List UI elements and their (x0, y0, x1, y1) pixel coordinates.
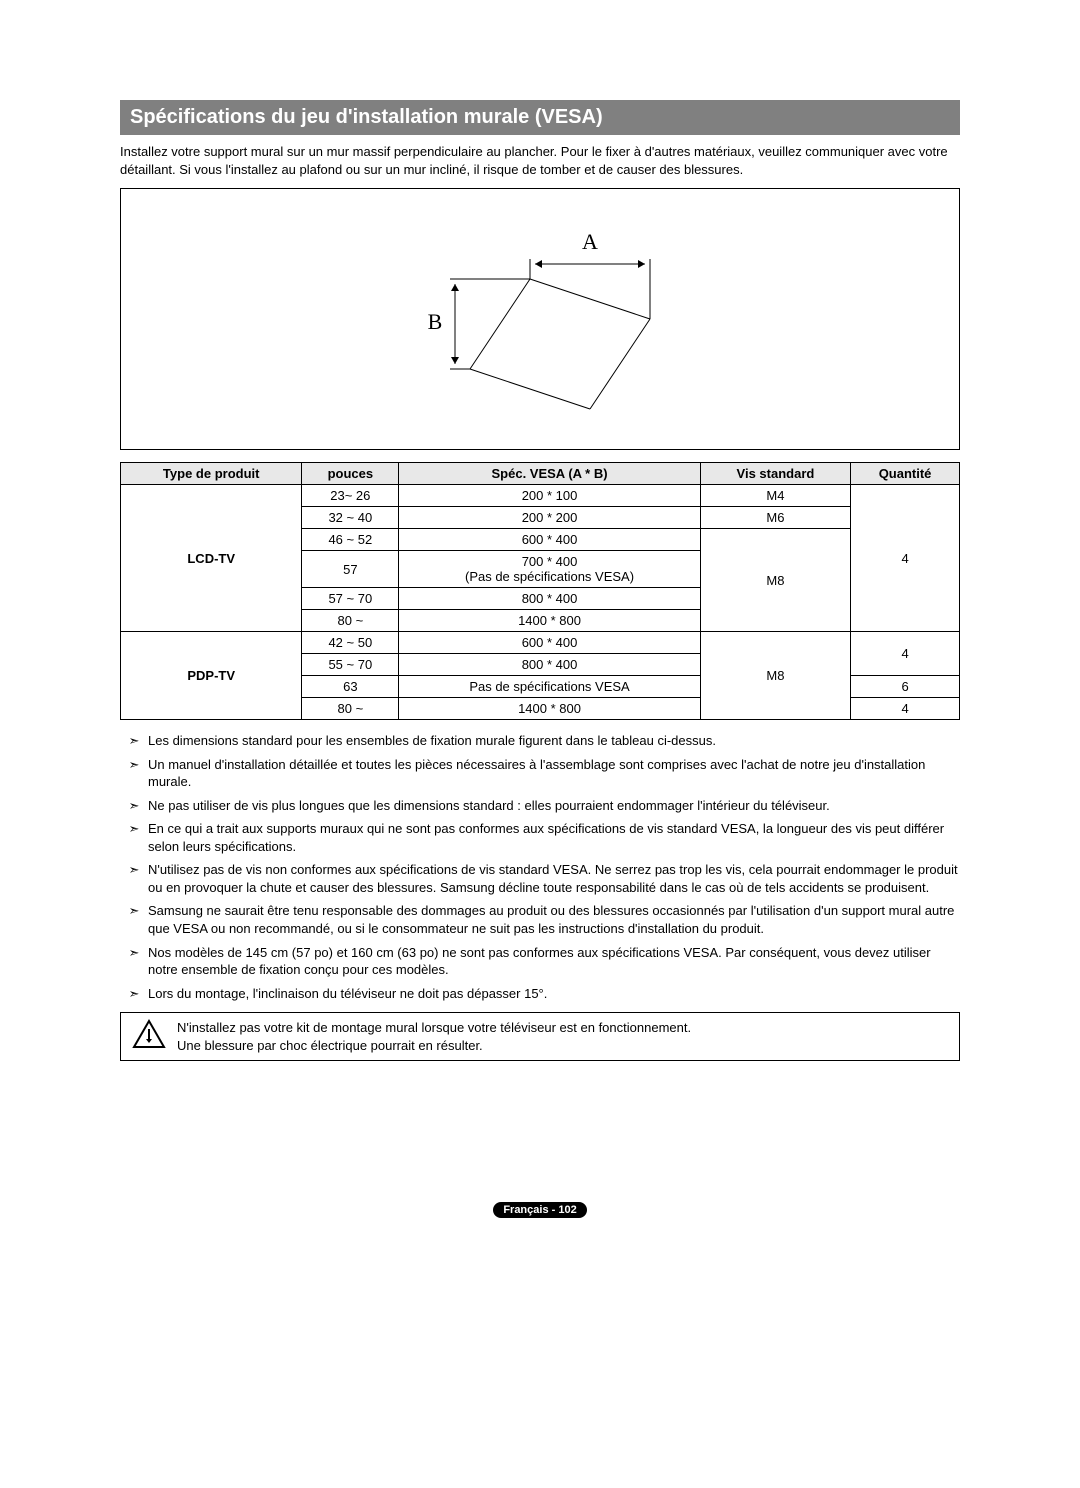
note-arrow-icon: ➣ (120, 985, 148, 1003)
diagram-label-a: A (582, 229, 598, 254)
inches-cell: 42 ~ 50 (302, 632, 399, 654)
note-item: ➣N'utilisez pas de vis non conformes aux… (120, 861, 960, 896)
inches-cell: 57 (302, 551, 399, 588)
inches-cell: 46 ~ 52 (302, 529, 399, 551)
th-product: Type de produit (121, 463, 302, 485)
note-text: Un manuel d'installation détaillée et to… (148, 756, 960, 791)
note-arrow-icon: ➣ (120, 944, 148, 979)
note-arrow-icon: ➣ (120, 820, 148, 855)
note-item: ➣Samsung ne saurait être tenu responsabl… (120, 902, 960, 937)
th-screw: Vis standard (700, 463, 850, 485)
warning-line2: Une blessure par choc électrique pourrai… (177, 1037, 691, 1055)
warning-box: N'installez pas votre kit de montage mur… (120, 1012, 960, 1061)
th-vesa: Spéc. VESA (A * B) (399, 463, 701, 485)
th-qty: Quantité (851, 463, 960, 485)
vesa-cell: 800 * 400 (399, 654, 701, 676)
note-arrow-icon: ➣ (120, 861, 148, 896)
note-text: N'utilisez pas de vis non conformes aux … (148, 861, 960, 896)
table-row: LCD-TV23~ 26200 * 100M44 (121, 485, 960, 507)
qty-cell: 6 (851, 676, 960, 698)
note-text: Nos modèles de 145 cm (57 po) et 160 cm … (148, 944, 960, 979)
vesa-diagram: A B (120, 188, 960, 450)
note-text: Les dimensions standard pour les ensembl… (148, 732, 716, 750)
screw-cell: M4 (700, 485, 850, 507)
vesa-cell: 800 * 400 (399, 588, 701, 610)
product-cell: PDP-TV (121, 632, 302, 720)
diagram-svg: A B (390, 219, 690, 419)
screw-cell: M8 (700, 632, 850, 720)
table-row: PDP-TV42 ~ 50600 * 400M84 (121, 632, 960, 654)
inches-cell: 80 ~ (302, 698, 399, 720)
screw-cell: M6 (700, 507, 850, 529)
inches-cell: 63 (302, 676, 399, 698)
note-item: ➣Ne pas utiliser de vis plus longues que… (120, 797, 960, 815)
note-item: ➣Les dimensions standard pour les ensemb… (120, 732, 960, 750)
th-inches: pouces (302, 463, 399, 485)
inches-cell: 80 ~ (302, 610, 399, 632)
vesa-cell: Pas de spécifications VESA (399, 676, 701, 698)
note-item: ➣En ce qui a trait aux supports muraux q… (120, 820, 960, 855)
screw-cell: M8 (700, 529, 850, 632)
inches-cell: 55 ~ 70 (302, 654, 399, 676)
inches-cell: 32 ~ 40 (302, 507, 399, 529)
warning-text: N'installez pas votre kit de montage mur… (177, 1019, 691, 1054)
section-title: Spécifications du jeu d'installation mur… (120, 100, 960, 135)
table-header-row: Type de produit pouces Spéc. VESA (A * B… (121, 463, 960, 485)
note-item: ➣Nos modèles de 145 cm (57 po) et 160 cm… (120, 944, 960, 979)
vesa-cell: 200 * 200 (399, 507, 701, 529)
inches-cell: 23~ 26 (302, 485, 399, 507)
note-arrow-icon: ➣ (120, 797, 148, 815)
note-arrow-icon: ➣ (120, 902, 148, 937)
qty-cell: 4 (851, 485, 960, 632)
product-cell: LCD-TV (121, 485, 302, 632)
note-text: Lors du montage, l'inclinaison du télévi… (148, 985, 547, 1003)
diagram-label-b: B (428, 309, 443, 334)
warning-line1: N'installez pas votre kit de montage mur… (177, 1019, 691, 1037)
note-arrow-icon: ➣ (120, 756, 148, 791)
vesa-cell: 600 * 400 (399, 632, 701, 654)
vesa-cell: 1400 * 800 (399, 698, 701, 720)
warning-icon (129, 1019, 169, 1054)
vesa-cell: 700 * 400(Pas de spécifications VESA) (399, 551, 701, 588)
note-item: ➣Un manuel d'installation détaillée et t… (120, 756, 960, 791)
note-arrow-icon: ➣ (120, 732, 148, 750)
footer-label: Français - 102 (493, 1202, 586, 1218)
specs-table: Type de produit pouces Spéc. VESA (A * B… (120, 462, 960, 720)
notes-list: ➣Les dimensions standard pour les ensemb… (120, 732, 960, 1002)
intro-paragraph: Installez votre support mural sur un mur… (120, 143, 960, 178)
page: Spécifications du jeu d'installation mur… (0, 0, 1080, 1278)
qty-cell: 4 (851, 632, 960, 676)
note-text: Ne pas utiliser de vis plus longues que … (148, 797, 830, 815)
note-text: Samsung ne saurait être tenu responsable… (148, 902, 960, 937)
note-item: ➣Lors du montage, l'inclinaison du télév… (120, 985, 960, 1003)
note-text: En ce qui a trait aux supports muraux qu… (148, 820, 960, 855)
vesa-cell: 1400 * 800 (399, 610, 701, 632)
vesa-cell: 200 * 100 (399, 485, 701, 507)
vesa-cell: 600 * 400 (399, 529, 701, 551)
qty-cell: 4 (851, 698, 960, 720)
inches-cell: 57 ~ 70 (302, 588, 399, 610)
page-footer: Français - 102 (120, 1201, 960, 1218)
